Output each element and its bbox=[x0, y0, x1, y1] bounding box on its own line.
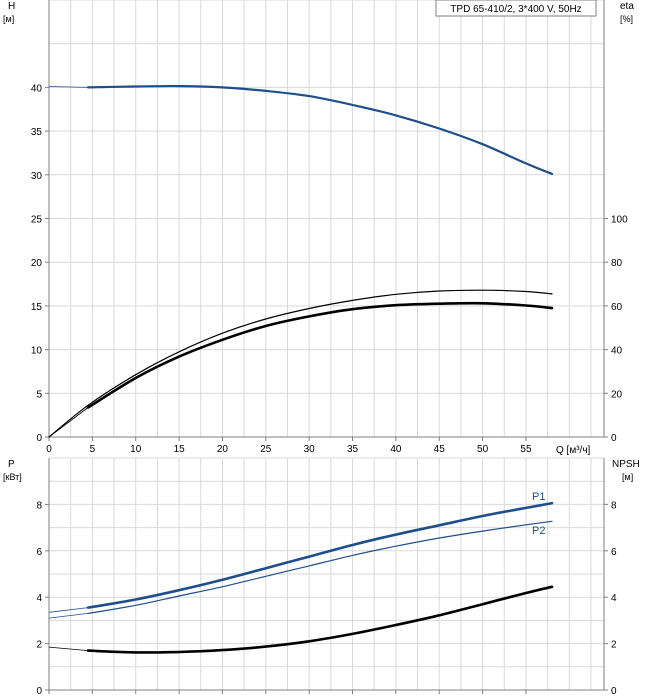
series-line-2-3 bbox=[86, 585, 554, 654]
left-tick-label: 10 bbox=[31, 346, 43, 357]
left-tick-label: 8 bbox=[36, 500, 42, 511]
left-tick-label: 35 bbox=[31, 127, 43, 138]
series-label-p2: P2 bbox=[532, 525, 545, 537]
left-tick-label: 6 bbox=[36, 547, 42, 558]
series-label-p1: P1 bbox=[532, 491, 545, 503]
left-tick-label: 0 bbox=[36, 433, 42, 444]
left-tick-label: 20 bbox=[31, 258, 43, 269]
series-extension-line bbox=[48, 407, 89, 438]
left-tick-label: 30 bbox=[31, 171, 43, 182]
p-axis-label: P bbox=[8, 459, 15, 470]
chart-title: TPD 65-410/2, 3*400 V, 50Hz bbox=[450, 4, 581, 15]
right-tick-label: 40 bbox=[611, 346, 623, 357]
left-tick-label: 4 bbox=[36, 593, 42, 604]
series-line-2-2 bbox=[87, 520, 553, 614]
series-line-2-1 bbox=[86, 501, 554, 609]
series-extension-line bbox=[48, 607, 89, 613]
eta-axis-unit: [%] bbox=[620, 14, 633, 24]
h-axis-label: H bbox=[8, 1, 15, 12]
right-tick-label: 0 bbox=[611, 686, 617, 697]
series-line-1-1 bbox=[86, 84, 554, 175]
right-tick-label: 8 bbox=[611, 500, 617, 511]
series-line-1-2 bbox=[48, 289, 553, 438]
left-tick-label: 5 bbox=[36, 389, 42, 400]
x-tick-label: 0 bbox=[46, 444, 52, 455]
left-tick-label: 2 bbox=[36, 640, 42, 651]
series-extension-line bbox=[48, 646, 89, 651]
x-tick-label: 5 bbox=[90, 444, 96, 455]
left-tick-label: 15 bbox=[31, 302, 43, 313]
npsh-axis-label: NPSH bbox=[612, 459, 640, 470]
x-tick-label: 45 bbox=[434, 444, 446, 455]
left-tick-label: 0 bbox=[36, 686, 42, 697]
right-tick-label: 2 bbox=[611, 640, 617, 651]
x-tick-label: 55 bbox=[520, 444, 532, 455]
x-tick-label: 50 bbox=[477, 444, 489, 455]
x-tick-label: 25 bbox=[260, 444, 272, 455]
left-tick-label: 25 bbox=[31, 215, 43, 226]
right-tick-label: 4 bbox=[611, 593, 617, 604]
series-extension-line bbox=[48, 613, 89, 619]
h-axis-unit: [м] bbox=[3, 14, 14, 24]
grid-layer bbox=[48, 0, 604, 691]
axes-layer bbox=[45, 0, 608, 694]
right-tick-label: 20 bbox=[611, 389, 623, 400]
p-axis-unit: [кВт] bbox=[3, 472, 22, 482]
npsh-axis-unit: [м] bbox=[622, 472, 633, 482]
q-axis-label: Q [м³/ч] bbox=[556, 445, 591, 456]
right-tick-label: 6 bbox=[611, 547, 617, 558]
x-tick-label: 35 bbox=[347, 444, 359, 455]
x-tick-label: 10 bbox=[130, 444, 142, 455]
series-line-1-3 bbox=[86, 301, 554, 409]
x-tick-label: 15 bbox=[174, 444, 186, 455]
right-tick-label: 60 bbox=[611, 302, 623, 313]
series-layer bbox=[48, 84, 554, 654]
series-extension-line bbox=[48, 86, 89, 88]
right-tick-label: 0 bbox=[611, 433, 617, 444]
x-tick-label: 30 bbox=[304, 444, 316, 455]
title-box bbox=[435, 0, 597, 17]
eta-axis-label: eta bbox=[620, 1, 634, 12]
right-tick-label: 80 bbox=[611, 258, 623, 269]
x-tick-label: 20 bbox=[217, 444, 229, 455]
right-tick-label: 100 bbox=[611, 215, 628, 226]
x-tick-label: 40 bbox=[390, 444, 402, 455]
left-tick-label: 40 bbox=[31, 83, 43, 94]
